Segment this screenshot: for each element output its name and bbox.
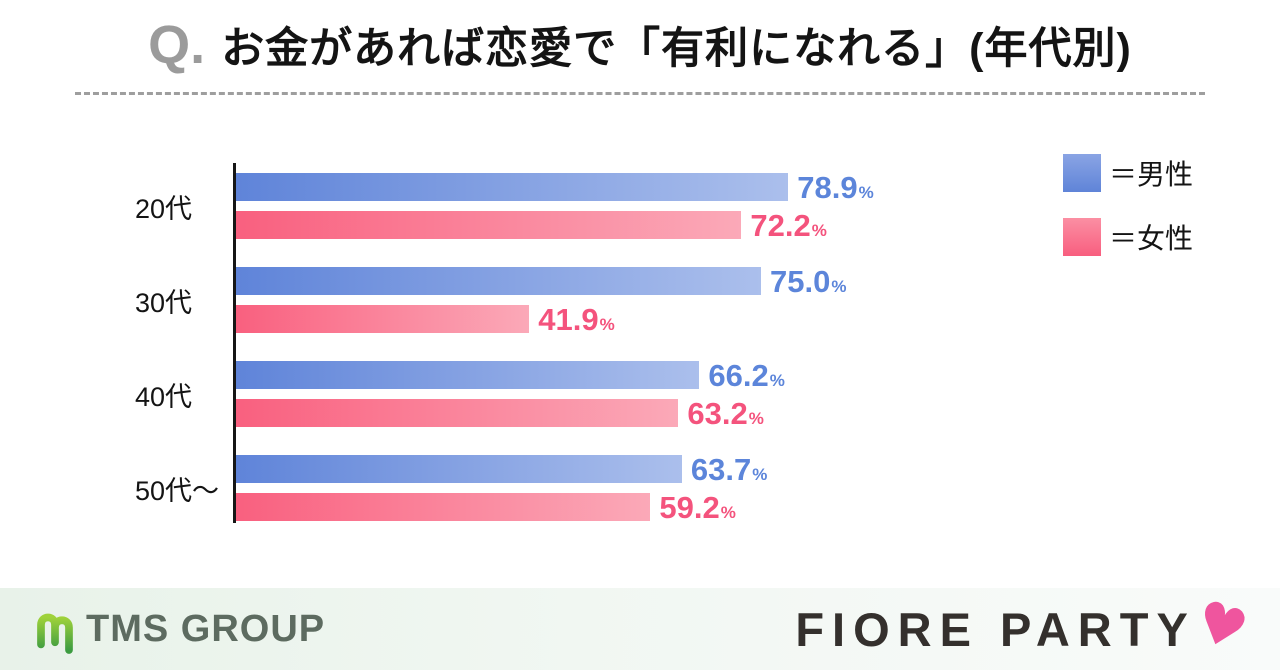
fiore-party-wordmark: FIORE PARTY [795, 602, 1196, 656]
page-title: お金があれば恋愛で「有利になれる」(年代別) [221, 25, 1132, 73]
male-color-swatch [1063, 154, 1101, 192]
bar-male [236, 267, 761, 295]
category-bars: 63.7% 59.2% [236, 451, 768, 525]
dashed-divider [75, 92, 1205, 95]
heart-icon: ♥ [1187, 587, 1255, 665]
value-label-female: 63.2% [687, 395, 764, 431]
category-bars: 78.9% 72.2% [236, 169, 874, 243]
bar-line-female: 72.2% [236, 207, 874, 243]
legend-label-male: ＝男性 [1109, 159, 1194, 190]
value-label-female: 41.9% [538, 301, 615, 337]
value-label-female: 59.2% [659, 489, 736, 525]
bar-line-female: 63.2% [236, 395, 785, 431]
y-axis-line [233, 163, 236, 523]
footer-bar: TMS GROUP FIORE PARTY ♥ [0, 587, 1280, 670]
bar-female [236, 211, 742, 239]
bar-line-male: 63.7% [236, 451, 768, 487]
legend-item-female: ＝女性 [1063, 217, 1193, 257]
chart-group: 40代 66.2% 63.2% [135, 357, 1135, 431]
bar-line-female: 41.9% [236, 301, 846, 337]
value-label-male: 63.7% [690, 451, 768, 487]
chart-legend: ＝男性 ＝女性 [1063, 153, 1193, 281]
value-label-female: 72.2% [750, 207, 827, 243]
value-label-male: 78.9% [797, 169, 874, 205]
question-prefix: Q. [148, 15, 206, 75]
value-label-male: 75.0% [770, 263, 847, 299]
bar-line-male: 78.9% [236, 169, 874, 205]
tms-group-logo: TMS GROUP [34, 601, 325, 657]
fiore-party-logo: FIORE PARTY ♥ [795, 587, 1255, 664]
category-bars: 66.2% 63.2% [236, 357, 785, 431]
bar-line-male: 75.0% [236, 263, 847, 299]
chart-group: 30代 75.0% 41.9% [135, 263, 1135, 337]
bar-chart: 20代 78.9% 72.2% 30代 75.0% 41.9% 40代 66.2% 63.2% 5… [135, 163, 1135, 549]
bar-female [236, 399, 679, 427]
bar-male [236, 361, 700, 389]
title-block: Q. お金があれば恋愛で「有利になれる」(年代別) [0, 18, 1280, 78]
bar-line-male: 66.2% [236, 357, 785, 393]
tms-group-wordmark: TMS GROUP [86, 607, 326, 650]
bar-line-female: 59.2% [236, 489, 767, 525]
bar-male [236, 173, 789, 201]
chart-group: 20代 78.9% 72.2% [135, 169, 1135, 243]
category-label: 20代 [135, 193, 193, 224]
category-bars: 75.0% 41.9% [236, 263, 847, 337]
female-color-swatch [1063, 218, 1101, 256]
chart-group: 50代〜 63.7% 59.2% [135, 451, 1135, 525]
category-label: 30代 [135, 287, 193, 318]
bar-male [236, 455, 682, 483]
chart-rows: 20代 78.9% 72.2% 30代 75.0% 41.9% 40代 66.2% 63.2% 5… [135, 163, 1135, 525]
bar-female [236, 493, 651, 521]
category-label: 50代〜 [135, 475, 220, 506]
legend-item-male: ＝男性 [1063, 153, 1193, 193]
category-label: 40代 [135, 381, 193, 412]
bar-female [236, 305, 530, 333]
legend-label-female: ＝女性 [1109, 223, 1194, 254]
tms-m-icon [37, 613, 73, 654]
value-label-male: 66.2% [708, 357, 785, 393]
